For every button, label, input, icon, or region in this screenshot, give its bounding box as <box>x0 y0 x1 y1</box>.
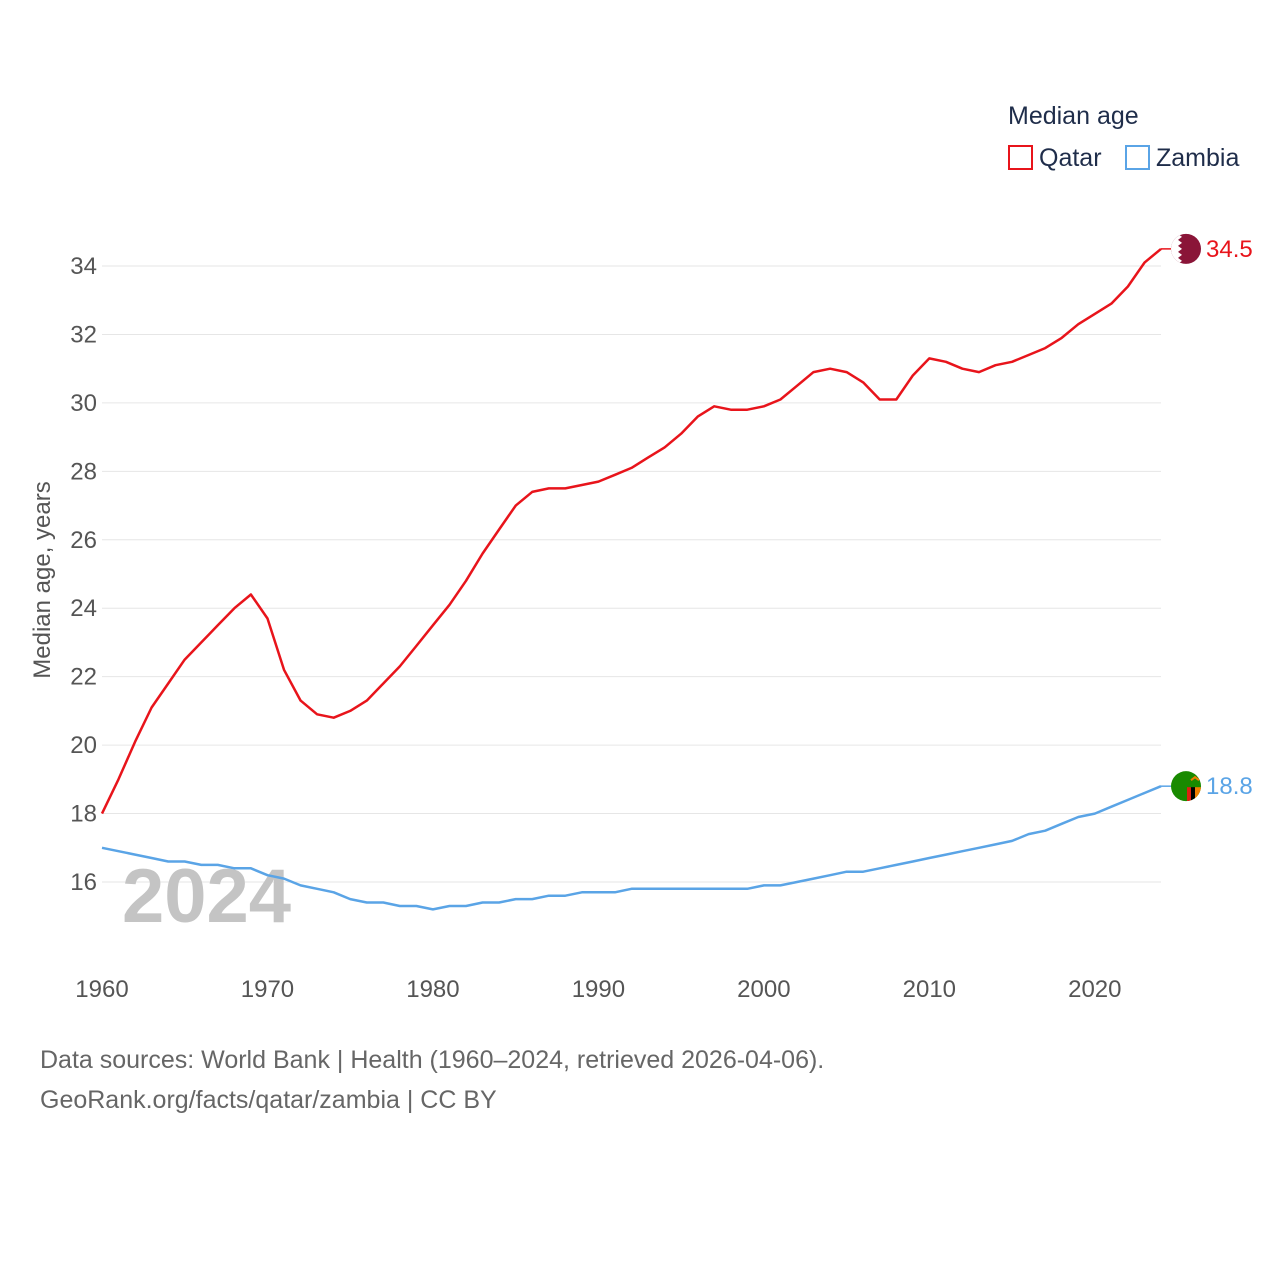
legend-swatch-zambia <box>1125 145 1150 170</box>
zambia-flag-icon <box>1171 771 1201 802</box>
series-lines <box>100 247 1162 911</box>
y-tick-label: 32 <box>70 321 97 348</box>
series-line-zambia[interactable] <box>101 785 1162 911</box>
y-tick-label: 16 <box>70 869 97 896</box>
x-tick-label: 1980 <box>406 976 459 1003</box>
source-line-2: GeoRank.org/facts/qatar/zambia | CC BY <box>40 1086 497 1114</box>
year-watermark: 2024 <box>122 854 291 939</box>
source-line-1: Data sources: World Bank | Health (1960–… <box>40 1046 825 1074</box>
x-tick-label: 1970 <box>241 976 294 1003</box>
y-tick-label: 30 <box>70 390 97 417</box>
y-tick-label: 24 <box>70 595 97 622</box>
y-tick-label: 28 <box>70 458 97 485</box>
end-markers: 34.5 18.8 <box>1161 233 1253 802</box>
x-tick-label: 1990 <box>572 976 625 1003</box>
legend-swatch-qatar <box>1008 145 1033 170</box>
legend-title: Median age <box>1008 102 1139 130</box>
x-tick-label: 2020 <box>1068 976 1121 1003</box>
y-axis-title: Median age, years <box>29 481 56 678</box>
legend-label-zambia: Zambia <box>1156 144 1239 172</box>
x-tick-label: 2000 <box>737 976 790 1003</box>
legend-label-qatar: Qatar <box>1039 144 1102 172</box>
y-tick-label: 18 <box>70 801 97 828</box>
y-tick-label: 34 <box>70 253 97 280</box>
y-axis-ticks: 16 18 20 22 24 26 28 30 32 34 <box>70 253 97 896</box>
legend-item-qatar[interactable]: Qatar <box>1008 144 1102 172</box>
y-tick-label: 22 <box>70 664 97 691</box>
x-tick-label: 2010 <box>903 976 956 1003</box>
legend-item-zambia[interactable]: Zambia <box>1125 144 1239 172</box>
end-label-zambia: 18.8 <box>1206 773 1253 800</box>
gridlines <box>102 265 1161 883</box>
y-tick-label: 26 <box>70 527 97 554</box>
series-line-qatar[interactable] <box>100 247 1162 815</box>
legend: Median age Qatar Zambia <box>1008 102 1239 172</box>
x-axis-ticks: 1960 1970 1980 1990 2000 2010 2020 <box>75 976 1121 1003</box>
median-age-chart: Median age Qatar Zambia Median age, year… <box>29 102 1253 1003</box>
x-tick-label: 1960 <box>75 976 128 1003</box>
y-tick-label: 20 <box>70 732 97 759</box>
qatar-flag-icon <box>1171 233 1201 264</box>
end-label-qatar: 34.5 <box>1206 236 1253 263</box>
